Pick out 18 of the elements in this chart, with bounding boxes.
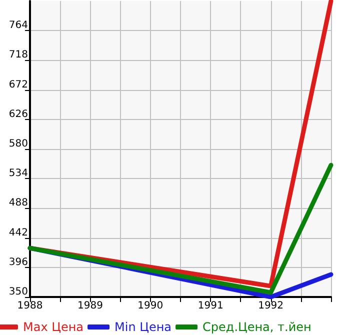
x-tick-label: 1992	[258, 300, 284, 312]
y-tick-label: 672	[8, 79, 28, 90]
x-tick-label: 1991	[198, 300, 224, 312]
y-tick-label: 534	[8, 168, 28, 180]
y-tick-label: 580	[8, 138, 28, 150]
y-tick-label: 442	[8, 227, 28, 238]
y-tick-label: 350	[8, 286, 28, 298]
y-tick-label: 718	[8, 50, 28, 61]
y-tick-label: 626	[8, 108, 28, 120]
x-tick-label: 1989	[77, 300, 103, 312]
x-tick-label: 1988	[17, 300, 43, 312]
x-tick-label: 1990	[138, 300, 164, 312]
legend-label: Max Цена	[23, 320, 84, 334]
legend-label: Сред.Цена, т.йен	[202, 320, 312, 334]
y-tick-label: 488	[8, 198, 28, 209]
legend-label: Min Цена	[114, 320, 172, 334]
y-tick-label: 396	[8, 256, 28, 268]
y-tick-label: 764	[8, 20, 28, 32]
